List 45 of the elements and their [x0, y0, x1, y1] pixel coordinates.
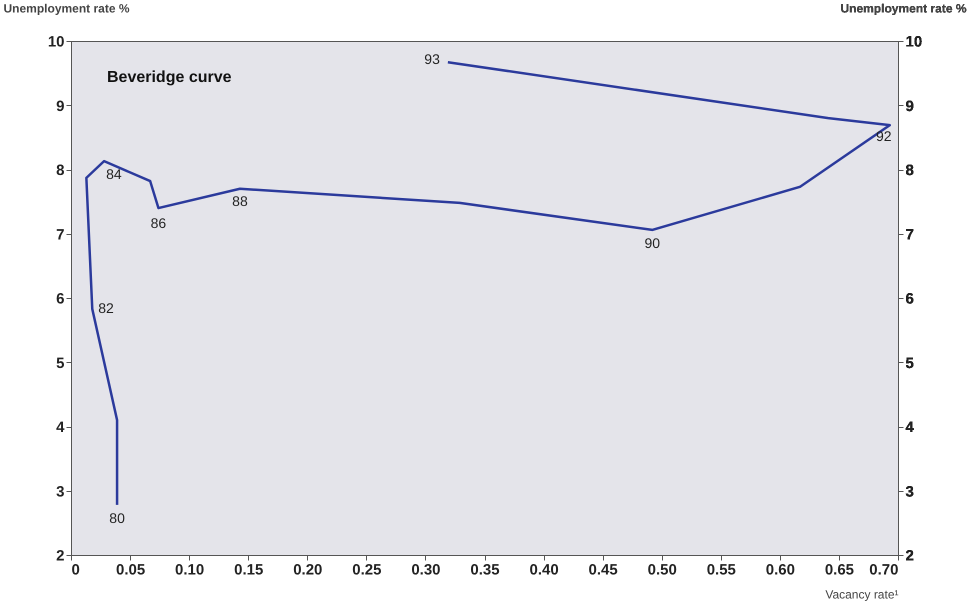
y2-tick-label: 10	[906, 34, 922, 50]
y-tick-label: 2	[56, 548, 64, 564]
x-tick-label: 0.20	[293, 562, 322, 578]
x-tick-label: 0.15	[234, 562, 264, 578]
x-axis-title: Vacancy rate¹	[825, 588, 898, 602]
annotation: 84	[106, 166, 122, 182]
x-tick-label: 0.40	[529, 562, 559, 578]
y2-tick-label: 6	[906, 290, 914, 308]
x-tick-label: 0.25	[352, 562, 382, 578]
annotation: 93	[424, 51, 440, 68]
y-tick-label: 9	[56, 98, 64, 115]
y-tick-label: 8	[56, 162, 64, 179]
y-tick-label: 4	[56, 419, 66, 436]
y2-tick-label: 5	[906, 354, 914, 372]
annotation: 86	[150, 215, 166, 232]
y2-tick-label: 3	[906, 483, 914, 500]
x-tick-label: 0	[72, 562, 80, 578]
y-tick-label: 7	[56, 226, 64, 244]
x-tick-label: 0.65	[824, 562, 854, 578]
x-tick-label: 0.45	[588, 562, 618, 578]
x-tick-label: 0.55	[706, 562, 736, 578]
x-tick-label: 0.30	[411, 562, 441, 578]
y2-tick-label: 8	[906, 162, 914, 179]
x-tick-label: 0.35	[470, 562, 500, 578]
annotation: 88	[232, 192, 248, 209]
y-tick-label: 3	[56, 483, 64, 500]
x-tick-label: 0.70	[869, 562, 898, 578]
y-tick-label: 10	[48, 34, 64, 50]
text: Beveridge curve	[107, 69, 232, 86]
y2-tick-label: 2	[906, 548, 914, 564]
y-tick-label: 6	[56, 290, 64, 308]
y2-tick-label: 4	[906, 419, 914, 436]
x-tick-label: 0.60	[766, 562, 795, 578]
annotation: 92	[876, 128, 892, 144]
y2-tick-label: 9	[906, 98, 914, 115]
y-tick-label: 5	[56, 354, 64, 372]
annotation: 90	[644, 234, 660, 251]
x-tick-label: 0.50	[648, 562, 677, 578]
x-tick-label: 0.10	[175, 562, 204, 578]
y-axis-title: Unemployment rate %	[4, 2, 130, 16]
x-tick-label: 0.05	[116, 562, 146, 578]
annotation: 80	[109, 510, 126, 526]
y2-axis-title: Unemployment rate %	[840, 2, 967, 16]
annotation: 82	[98, 300, 114, 316]
y2-tick-label: 7	[906, 226, 914, 244]
